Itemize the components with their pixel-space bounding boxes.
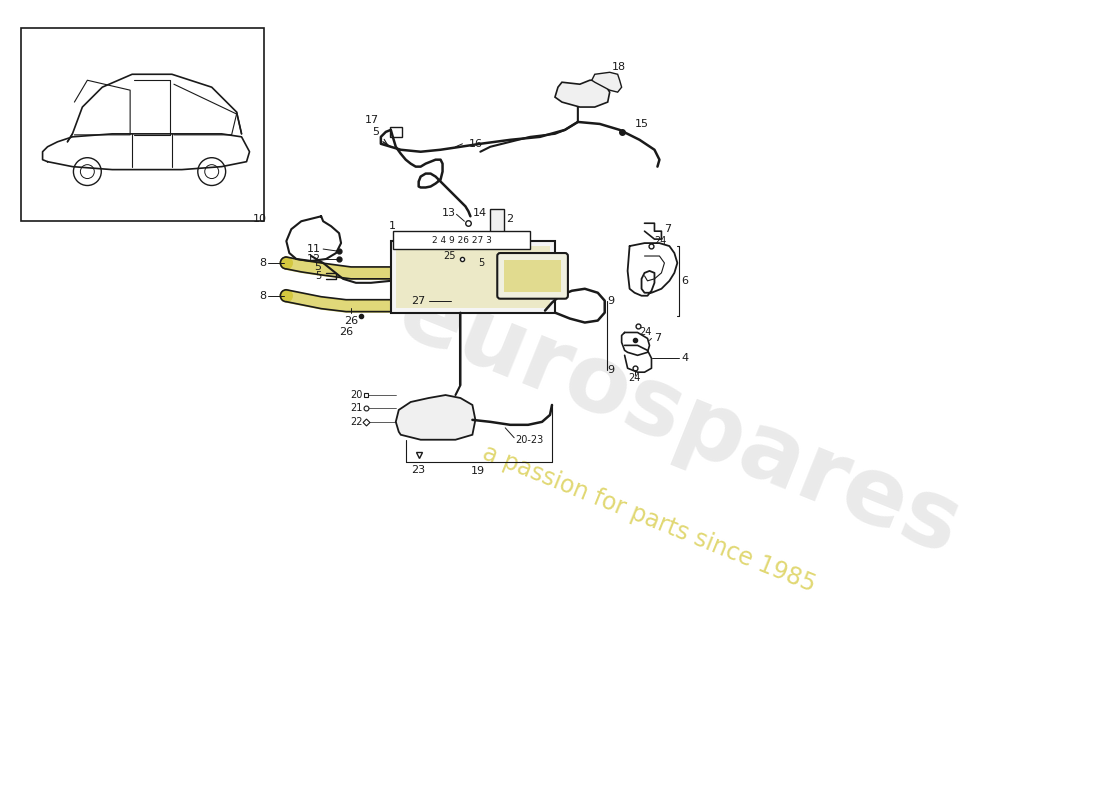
Text: 24: 24 — [628, 373, 641, 383]
Text: a passion for parts since 1985: a passion for parts since 1985 — [480, 441, 820, 597]
Text: 19: 19 — [471, 466, 485, 477]
Text: 9: 9 — [607, 366, 615, 375]
Text: 2 4 9 26 27 3: 2 4 9 26 27 3 — [431, 236, 492, 245]
Text: 26: 26 — [344, 315, 359, 326]
Text: 2: 2 — [506, 214, 514, 224]
Text: 13: 13 — [441, 208, 455, 218]
Text: 18: 18 — [612, 62, 626, 72]
Text: 26: 26 — [339, 327, 353, 338]
Bar — [390, 241, 556, 313]
Bar — [21, 28, 264, 222]
Text: 12: 12 — [307, 254, 321, 264]
Text: 9: 9 — [607, 296, 615, 306]
Text: 5: 5 — [478, 258, 485, 268]
Text: 17: 17 — [365, 115, 378, 125]
Text: 16: 16 — [469, 138, 483, 149]
Circle shape — [280, 257, 293, 269]
Text: 1: 1 — [389, 222, 396, 231]
Text: 25: 25 — [443, 251, 455, 261]
Text: 7: 7 — [654, 334, 661, 343]
Bar — [396, 246, 550, 308]
FancyBboxPatch shape — [497, 253, 568, 298]
Text: 6: 6 — [681, 276, 689, 286]
Text: eurospares: eurospares — [385, 266, 974, 574]
Text: 21: 21 — [351, 403, 363, 413]
Text: 8: 8 — [260, 290, 266, 301]
Text: 5: 5 — [372, 127, 378, 137]
Polygon shape — [592, 72, 622, 92]
Bar — [389, 127, 402, 137]
Text: 10: 10 — [252, 214, 266, 224]
Text: 5: 5 — [315, 262, 321, 272]
Text: 7: 7 — [664, 224, 671, 234]
Text: 11: 11 — [307, 244, 321, 254]
Bar — [393, 231, 530, 249]
Polygon shape — [396, 395, 475, 440]
Polygon shape — [556, 80, 609, 107]
Text: 24: 24 — [654, 236, 667, 246]
Text: 20-23: 20-23 — [515, 434, 543, 445]
Text: 24: 24 — [639, 327, 652, 338]
Bar — [466, 251, 478, 261]
Text: 8: 8 — [260, 258, 266, 268]
Text: 20: 20 — [351, 390, 363, 400]
Bar — [504, 260, 561, 292]
Bar — [491, 210, 504, 233]
Text: 5: 5 — [315, 271, 321, 281]
Text: 15: 15 — [635, 119, 649, 129]
Text: 23: 23 — [411, 465, 426, 474]
Text: 27: 27 — [410, 296, 425, 306]
Text: 14: 14 — [472, 208, 486, 218]
Text: 22: 22 — [351, 417, 363, 427]
Circle shape — [280, 290, 293, 302]
Text: 4: 4 — [681, 354, 689, 363]
